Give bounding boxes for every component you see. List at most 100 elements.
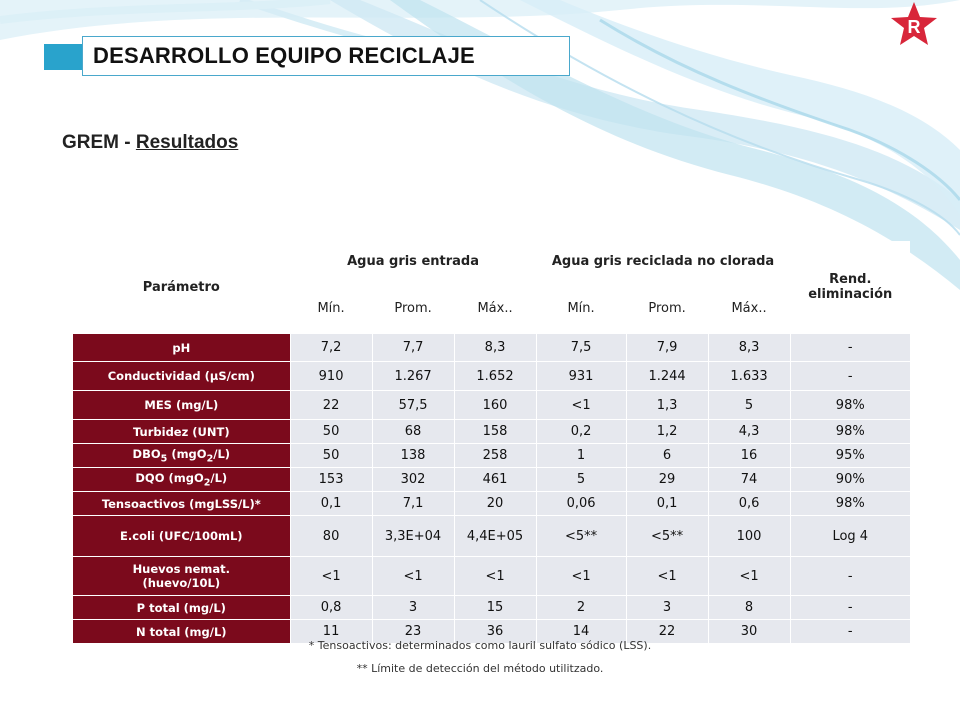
title-accent-bar (44, 44, 82, 70)
value-cell: 0,1 (626, 492, 708, 515)
value-cell: <1 (708, 557, 790, 595)
value-cell: 68 (372, 420, 454, 443)
value-cell: 7,7 (372, 334, 454, 361)
param-cell: P total (mg/L) (73, 596, 290, 619)
header-parametro: Parámetro (73, 241, 290, 333)
param-cell: DQO (mgO2/L) (73, 468, 290, 491)
value-cell: 98% (790, 492, 910, 515)
value-cell: 36 (454, 620, 536, 643)
value-cell: <5** (536, 516, 626, 556)
value-cell: <1 (372, 557, 454, 595)
value-cell: 29 (626, 468, 708, 491)
subtitle-prefix: GREM - (62, 132, 136, 153)
subheader-prom-entrada: Prom. (372, 283, 454, 333)
value-cell: 57,5 (372, 391, 454, 419)
table-row: MES (mg/L) 22 57,5 160 <1 1,3 5 98% (73, 391, 910, 419)
value-cell: 2 (536, 596, 626, 619)
value-cell: <1 (536, 391, 626, 419)
value-cell: - (790, 557, 910, 595)
brand-logo-icon: R (891, 2, 937, 45)
value-cell: 302 (372, 468, 454, 491)
value-cell: <1 (626, 557, 708, 595)
value-cell: 3 (372, 596, 454, 619)
value-cell: 7,2 (290, 334, 372, 361)
param-cell: Conductividad (µS/cm) (73, 362, 290, 390)
svg-text:R: R (908, 17, 921, 37)
value-cell: 50 (290, 420, 372, 443)
section-subtitle: GREM - Resultados (62, 132, 238, 154)
value-cell: - (790, 362, 910, 390)
value-cell: 3 (626, 596, 708, 619)
title-box: DESARROLLO EQUIPO RECICLAJE (82, 36, 570, 76)
value-cell: 3,3E+04 (372, 516, 454, 556)
value-cell: 15 (454, 596, 536, 619)
footnote-tensoactivos: * Tensoactivos: determinados como lauril… (308, 639, 652, 652)
value-cell: 22 (626, 620, 708, 643)
value-cell: <1 (536, 557, 626, 595)
value-cell: 6 (626, 444, 708, 467)
value-cell: 8 (708, 596, 790, 619)
value-cell: 8,3 (708, 334, 790, 361)
value-cell: 98% (790, 420, 910, 443)
value-cell: 7,1 (372, 492, 454, 515)
table-row: N total (mg/L) 11 23 36 14 22 30 - (73, 620, 910, 643)
value-cell: 20 (454, 492, 536, 515)
value-cell: 0,06 (536, 492, 626, 515)
value-cell: 8,3 (454, 334, 536, 361)
value-cell: 0,6 (708, 492, 790, 515)
value-cell: 74 (708, 468, 790, 491)
param-cell: pH (73, 334, 290, 361)
value-cell: 258 (454, 444, 536, 467)
value-cell: 4,4E+05 (454, 516, 536, 556)
table-row: Huevos nemat.(huevo/10L) <1 <1 <1 <1 <1 … (73, 557, 910, 595)
table-row: DBO5 (mgO2/L) 50 138 258 1 6 16 95% (73, 444, 910, 467)
table-row: Turbidez (UNT) 50 68 158 0,2 1,2 4,3 98% (73, 420, 910, 443)
footnote-deteccion: ** Límite de detección del método utilit… (356, 662, 604, 675)
value-cell: 1,2 (626, 420, 708, 443)
value-cell: 910 (290, 362, 372, 390)
value-cell: - (790, 334, 910, 361)
param-cell: Tensoactivos (mgLSS/L)* (73, 492, 290, 515)
value-cell: <1 (290, 557, 372, 595)
value-cell: 98% (790, 391, 910, 419)
table-row: E.coli (UFC/100mL) 80 3,3E+04 4,4E+05 <5… (73, 516, 910, 556)
value-cell: 100 (708, 516, 790, 556)
param-cell: Huevos nemat.(huevo/10L) (73, 557, 290, 595)
value-cell: 1,3 (626, 391, 708, 419)
value-cell: <1 (454, 557, 536, 595)
table-row: P total (mg/L) 0,8 3 15 2 3 8 - (73, 596, 910, 619)
header-agua-gris-entrada: Agua gris entrada (290, 241, 536, 282)
value-cell: 11 (290, 620, 372, 643)
value-cell: 461 (454, 468, 536, 491)
param-cell: DBO5 (mgO2/L) (73, 444, 290, 467)
table-row: pH 7,2 7,7 8,3 7,5 7,9 8,3 - (73, 334, 910, 361)
value-cell: 4,3 (708, 420, 790, 443)
results-table: Parámetro Agua gris entrada Agua gris re… (72, 240, 911, 644)
value-cell: 158 (454, 420, 536, 443)
subheader-max-entrada: Máx.. (454, 283, 536, 333)
param-cell: N total (mg/L) (73, 620, 290, 643)
value-cell: 1.652 (454, 362, 536, 390)
subheader-max-reciclada: Máx.. (708, 283, 790, 333)
page-title: DESARROLLO EQUIPO RECICLAJE (93, 43, 475, 68)
value-cell: - (790, 596, 910, 619)
value-cell: 14 (536, 620, 626, 643)
value-cell: 153 (290, 468, 372, 491)
value-cell: 23 (372, 620, 454, 643)
value-cell: 1 (536, 444, 626, 467)
subtitle-results-link: Resultados (135, 132, 239, 153)
value-cell: 1.267 (372, 362, 454, 390)
value-cell: 95% (790, 444, 910, 467)
value-cell: Log 4 (790, 516, 910, 556)
value-cell: 1.633 (708, 362, 790, 390)
value-cell: <5** (626, 516, 708, 556)
value-cell: 931 (536, 362, 626, 390)
value-cell: 80 (290, 516, 372, 556)
value-cell: 30 (708, 620, 790, 643)
value-cell: 5 (708, 391, 790, 419)
value-cell: 160 (454, 391, 536, 419)
subheader-min-reciclada: Mín. (536, 283, 626, 333)
value-cell: 5 (536, 468, 626, 491)
header-agua-gris-reciclada: Agua gris reciclada no clorada (536, 241, 790, 282)
value-cell: 0,8 (290, 596, 372, 619)
